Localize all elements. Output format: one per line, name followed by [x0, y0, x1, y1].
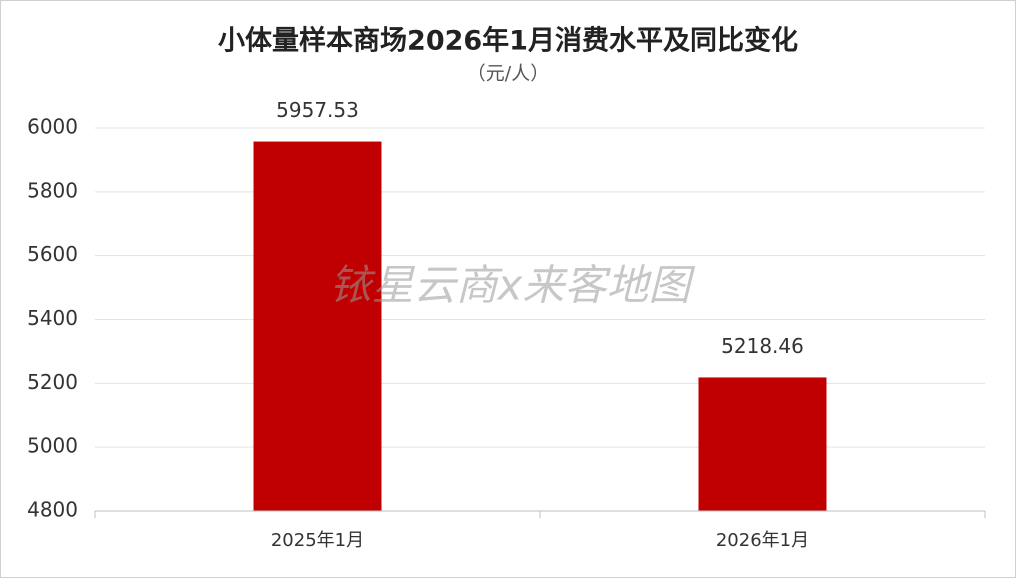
x-tick-label: 2026年1月 — [716, 530, 809, 551]
bar — [698, 377, 827, 511]
y-tick-label: 5600 — [27, 242, 78, 266]
y-tick-label: 6000 — [27, 115, 78, 139]
y-tick-label: 4800 — [27, 498, 78, 522]
bar — [253, 141, 382, 512]
y-tick-label: 5800 — [27, 178, 78, 202]
y-tick-label: 5200 — [27, 370, 78, 394]
y-tick-label: 5000 — [27, 434, 78, 458]
data-label: 5218.46 — [721, 334, 804, 358]
y-tick-label: 5400 — [27, 306, 78, 330]
chart-subtitle: （元/人） — [467, 63, 549, 85]
data-label: 5957.53 — [276, 98, 359, 122]
plot-area: 4800 5000 5200 5400 5600 5800 6000 2025年1月 5957.… — [27, 98, 985, 551]
chart-title: 小体量样本商场2026年1月消费水平及同比变化 — [218, 25, 798, 57]
watermark: 铱星云商x来客地图 — [330, 261, 696, 310]
x-tick-label: 2025年1月 — [271, 530, 364, 551]
